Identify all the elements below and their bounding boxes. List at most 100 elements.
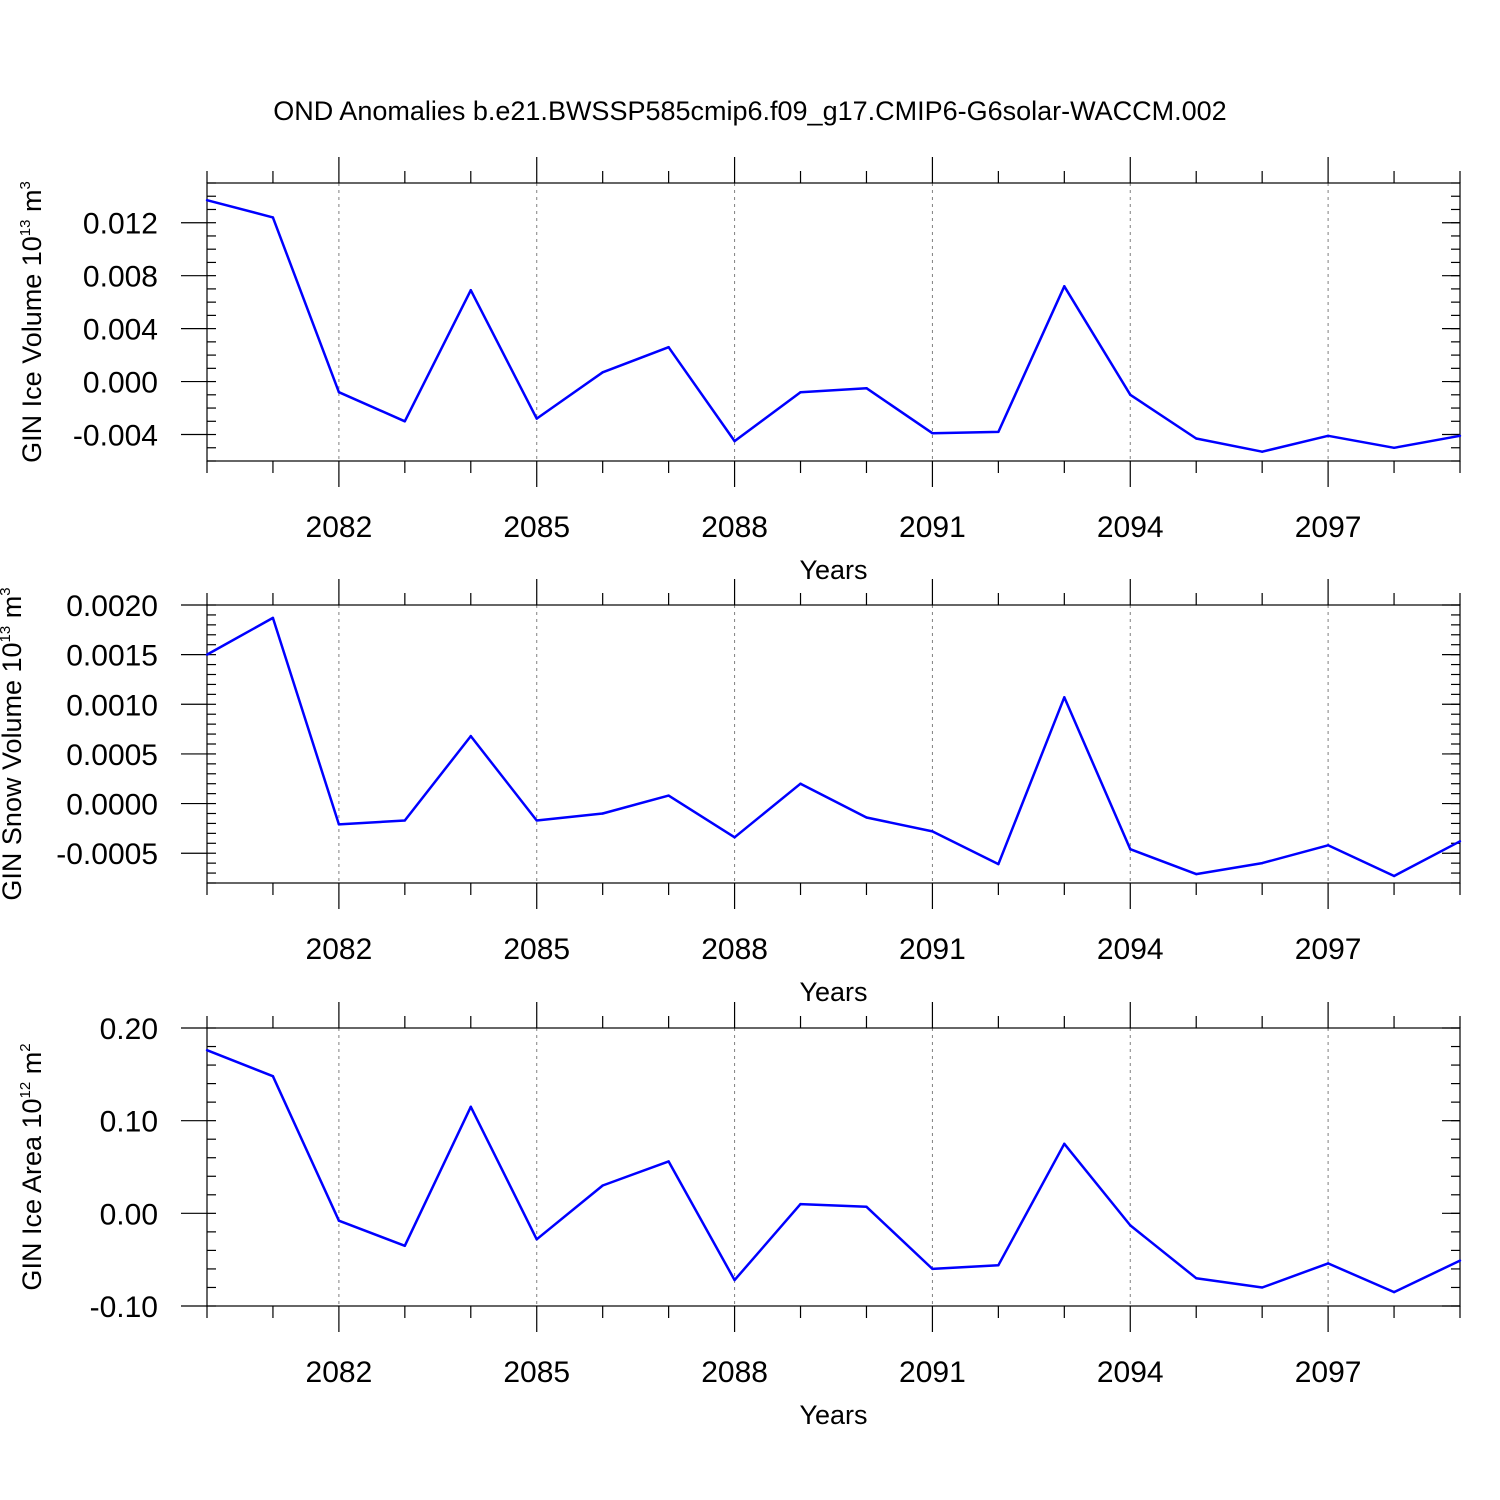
data-point <box>1129 1224 1132 1227</box>
data-point <box>997 1264 1000 1267</box>
data-point <box>865 816 868 819</box>
y-tick-label: 0.00 <box>100 1198 158 1231</box>
data-point <box>1195 437 1198 440</box>
x-tick-label: 2085 <box>503 511 570 544</box>
y-tick-label: -0.004 <box>73 420 158 453</box>
x-axis-label: Years <box>799 977 867 1007</box>
data-point <box>799 782 802 785</box>
data-point <box>535 1238 538 1241</box>
data-point <box>1458 434 1462 438</box>
chart-panel-3: 2082 2085 2088 2091 2094 2097 Years -0.10 0.00 0.… <box>17 1002 1462 1430</box>
data-point <box>1260 450 1264 453</box>
x-tick-label: 2097 <box>1295 1356 1362 1389</box>
y-tick-label: 0.008 <box>83 261 158 294</box>
series-line <box>206 1049 1461 1294</box>
data-point <box>1063 285 1066 288</box>
y-tick-label: 0.0010 <box>66 689 158 722</box>
x-tick-label: 2097 <box>1295 511 1362 544</box>
data-point <box>403 819 407 822</box>
x-tick-label: 2094 <box>1097 1356 1164 1389</box>
y-axis-label-main: GIN Snow Volume 10 <box>0 642 27 900</box>
data-point <box>1326 844 1330 847</box>
y-axis-label-unit-exponent: 2 <box>17 1043 34 1051</box>
data-point <box>997 430 1000 434</box>
data-point <box>1063 696 1066 699</box>
data-point <box>667 345 670 349</box>
data-point <box>733 439 736 443</box>
plot-frame <box>206 604 1461 884</box>
y-tick-label: 0.0005 <box>66 739 158 772</box>
x-tick-label: 2088 <box>701 511 768 544</box>
x-tick-label: 2091 <box>899 511 966 544</box>
y-tick-label: 0.000 <box>83 367 158 400</box>
y-tick-label: -0.10 <box>90 1291 158 1324</box>
data-point <box>1392 874 1396 878</box>
data-point <box>733 836 736 839</box>
data-point <box>865 1205 868 1209</box>
data-point <box>337 823 341 826</box>
data-point <box>469 734 472 738</box>
x-tick-label: 2097 <box>1295 933 1362 966</box>
x-axis-label: Years <box>799 555 867 585</box>
data-point <box>931 432 934 435</box>
data-point <box>931 1267 934 1271</box>
data-point <box>799 390 802 394</box>
x-tick-label: 2088 <box>701 1356 768 1389</box>
y-tick-label: 0.0000 <box>66 789 158 822</box>
data-point <box>1129 848 1132 851</box>
x-tick-label: 2091 <box>899 1356 966 1389</box>
data-point <box>733 1278 736 1282</box>
data-point <box>1129 393 1132 397</box>
data-point <box>403 420 407 423</box>
y-axis-label: GIN Ice Area 1012 m2 <box>17 1043 47 1290</box>
data-point <box>1392 446 1396 449</box>
data-point <box>1260 1286 1264 1289</box>
data-point <box>337 390 341 394</box>
y-axis-label-exponent: 12 <box>17 1082 34 1099</box>
chart-panel-1: 2082 2085 2088 2091 2094 2097 Years -0.004 0.000… <box>17 157 1462 585</box>
x-tick-label: 2082 <box>306 1356 373 1389</box>
y-axis-label-unit: m <box>17 1052 47 1082</box>
data-point <box>205 1049 209 1052</box>
y-tick-label: -0.0005 <box>56 838 158 871</box>
y-axis-label-unit-exponent: 3 <box>17 181 34 189</box>
data-point <box>601 371 604 374</box>
panels: 2082 2085 2088 2091 2094 2097Years-0.0040.000… <box>0 157 1462 1430</box>
series-line <box>206 616 1461 878</box>
data-point <box>997 862 1000 866</box>
x-tick-label: 2085 <box>503 1356 570 1389</box>
data-point <box>535 417 538 420</box>
data-point <box>1063 1142 1066 1146</box>
data-point <box>469 1105 472 1108</box>
chart-panel-2: 2082 2085 2088 2091 2094 2097 Years -0.0005 0.00… <box>0 579 1462 1007</box>
data-point <box>1392 1290 1396 1294</box>
x-tick-label: 2082 <box>306 511 373 544</box>
data-point <box>1260 861 1264 865</box>
y-axis-label: GIN Ice Volume 1013 m3 <box>17 181 47 463</box>
x-tick-label: 2085 <box>503 933 570 966</box>
plot-frame <box>206 182 1461 462</box>
data-point <box>403 1244 407 1247</box>
data-point <box>601 1184 604 1187</box>
data-point <box>271 1074 275 1078</box>
data-point <box>1195 872 1198 876</box>
y-axis-label-main: GIN Ice Volume 10 <box>17 236 47 463</box>
y-tick-label: 0.0020 <box>66 590 158 623</box>
y-axis-label-unit-exponent: 3 <box>0 587 14 595</box>
data-point <box>667 1160 670 1163</box>
data-point <box>205 199 209 202</box>
data-point <box>931 830 934 833</box>
data-point <box>469 289 472 292</box>
data-point <box>1326 434 1330 438</box>
data-point <box>601 812 604 815</box>
y-axis-label-exponent: 13 <box>17 220 34 237</box>
plot-frame <box>206 1027 1461 1307</box>
data-point <box>337 1219 341 1222</box>
data-point <box>1458 840 1462 843</box>
data-point <box>271 616 275 620</box>
y-axis-label-unit: m <box>0 596 27 626</box>
y-axis-label-main: GIN Ice Area 10 <box>17 1098 47 1290</box>
data-point <box>1195 1277 1198 1280</box>
x-tick-label: 2091 <box>899 933 966 966</box>
